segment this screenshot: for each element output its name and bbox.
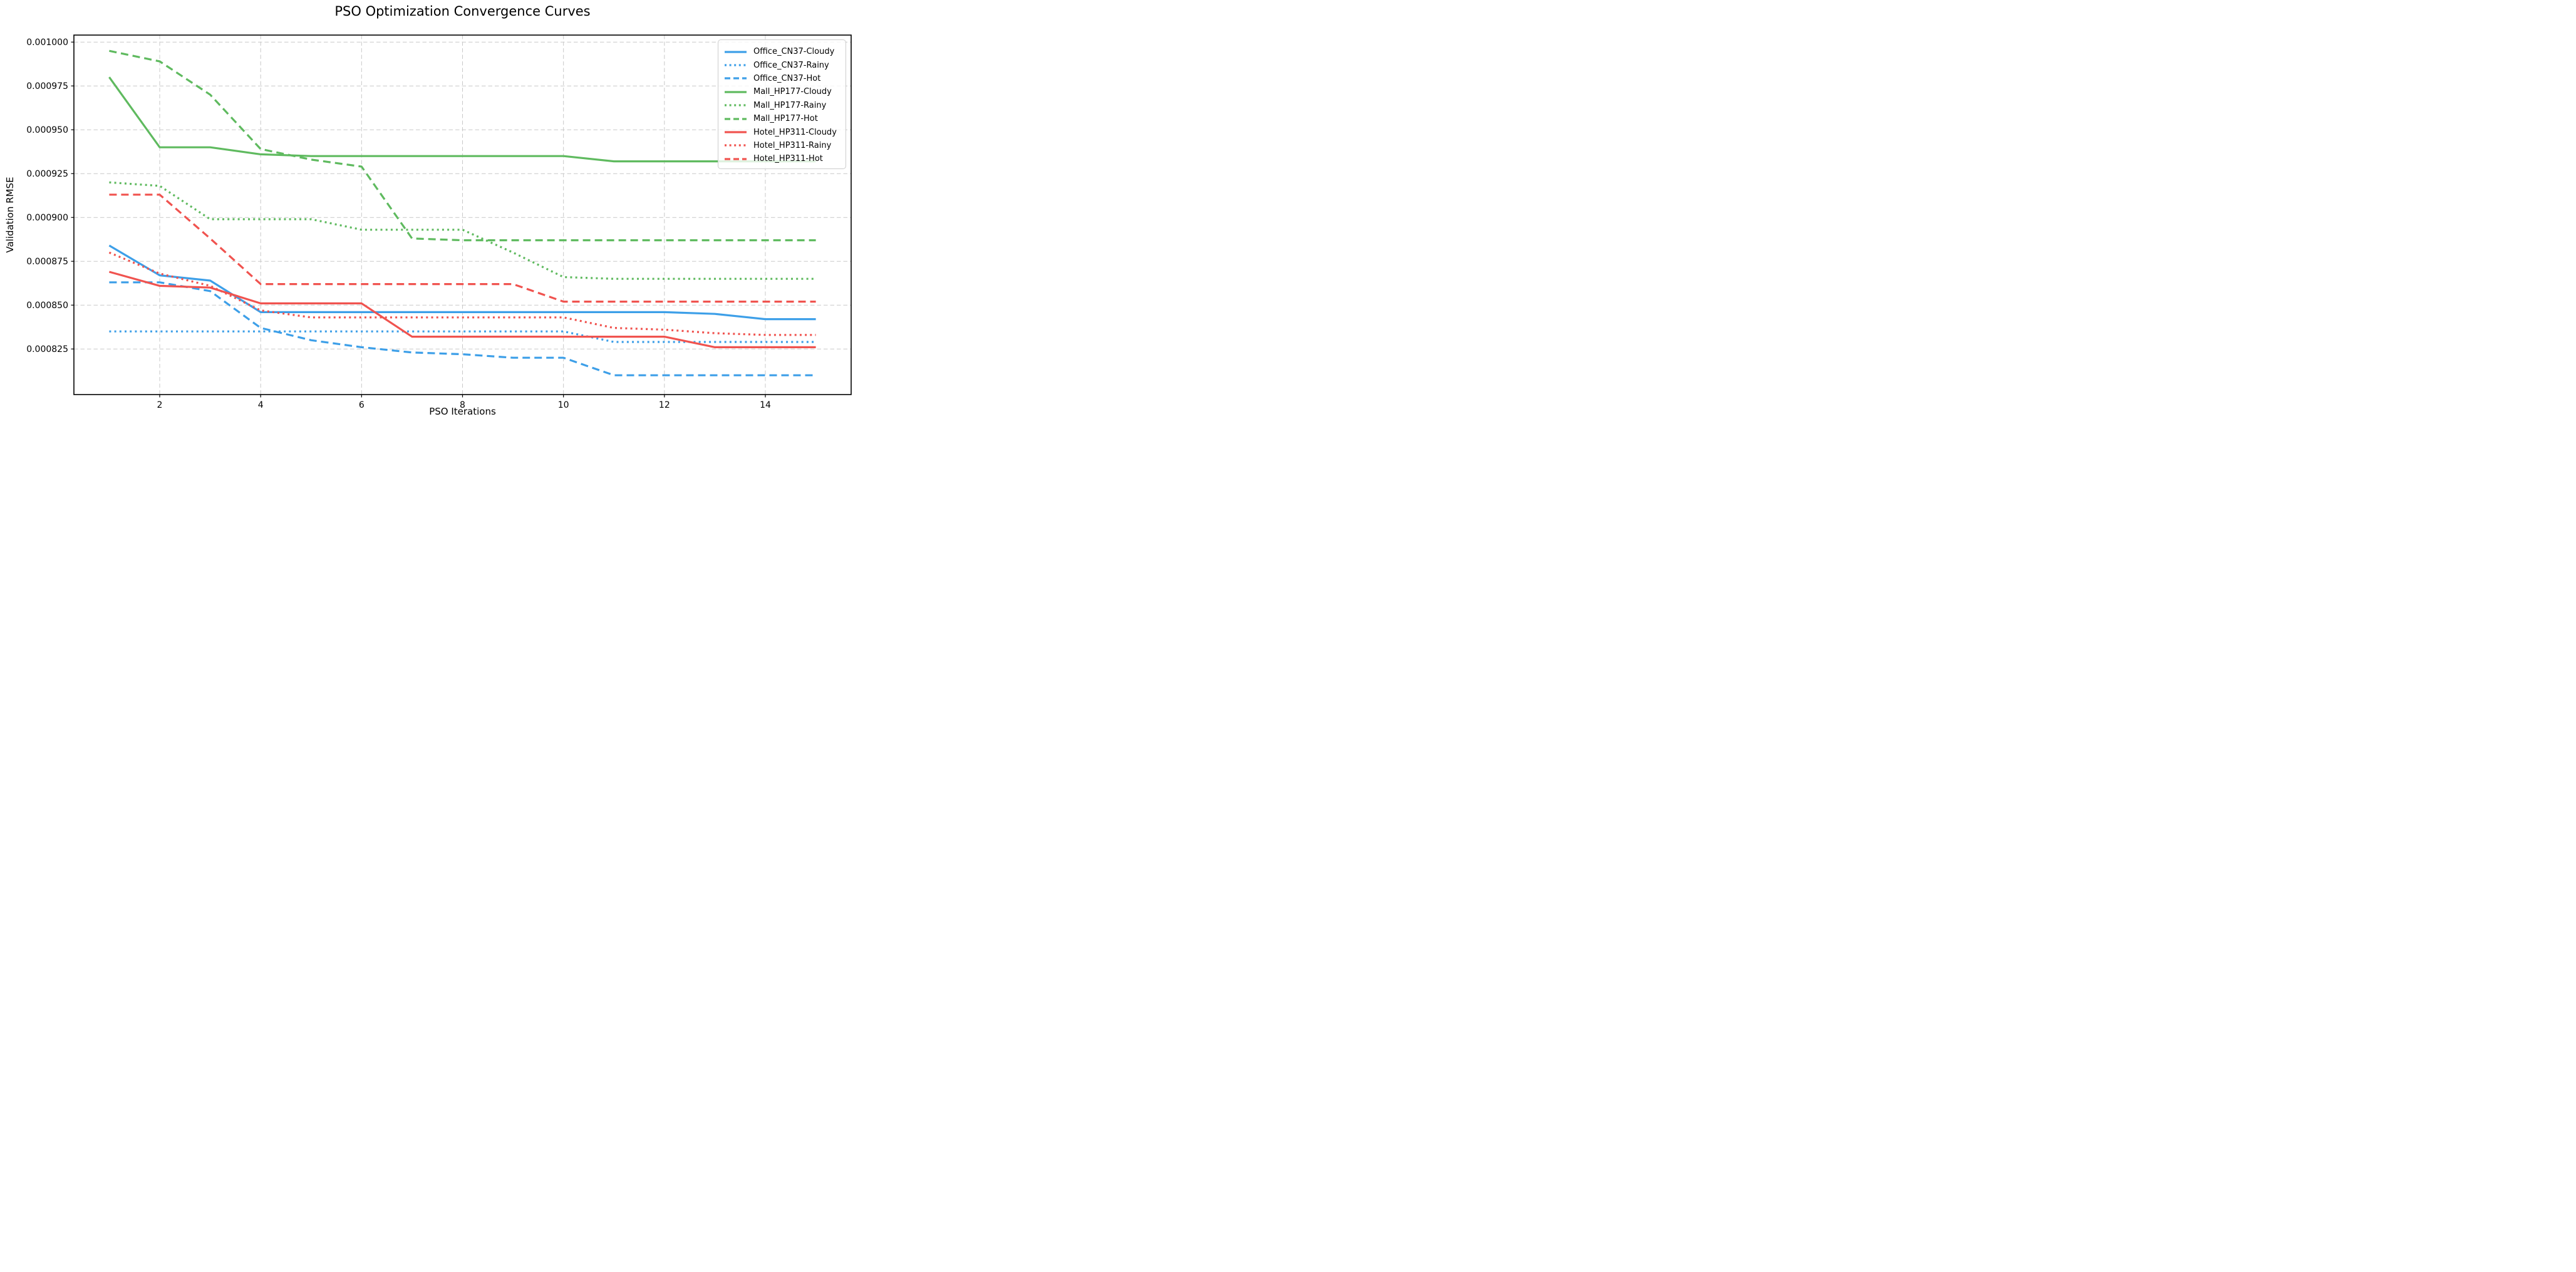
y-tick-label: 0.000900	[26, 213, 68, 223]
series-line-Office_CN37-Cloudy	[108, 244, 816, 321]
legend: Office_CN37-Cloudy Office_CN37-Rainy Offic…	[718, 39, 846, 169]
legend-item-label: Hotel_HP311-Rainy	[753, 140, 832, 150]
x-tick-label: 12	[659, 400, 670, 410]
y-tick-label: 0.000875	[26, 257, 68, 267]
plot-area: 0.001000 0.000975 0.000950 0.000925 0.000900…	[26, 34, 852, 410]
x-axis-label: PSO Iterations	[429, 406, 496, 417]
legend-item: Hotel_HP311-Rainy	[724, 139, 842, 152]
legend-item: Hotel_HP311-Cloudy	[724, 125, 842, 138]
legend-item: Office_CN37-Rainy	[724, 58, 842, 71]
legend-swatch-icon	[725, 144, 747, 147]
y-tick-label: 0.000825	[26, 344, 68, 354]
legend-item-label: Office_CN37-Hot	[753, 73, 821, 83]
chart-title: PSO Optimization Convergence Curves	[334, 4, 591, 19]
y-tick-label: 0.000850	[26, 301, 68, 311]
legend-swatch-icon	[725, 104, 747, 106]
legend-item-label: Office_CN37-Cloudy	[753, 47, 835, 57]
plot-border	[73, 34, 852, 395]
y-tick-label: 0.001000	[26, 38, 68, 48]
y-tick-label: 0.000975	[26, 81, 68, 91]
y-tick-label: 0.000950	[26, 125, 68, 135]
y-axis-label: Validation RMSE	[4, 177, 16, 253]
x-tick-label: 2	[157, 400, 163, 410]
legend-item-label: Hotel_HP311-Hot	[753, 154, 823, 164]
legend-swatch-icon	[725, 77, 747, 80]
figure: PSO Optimization Convergence Curves 0.00…	[0, 0, 859, 424]
series-line-Office_CN37-Hot	[109, 281, 816, 376]
legend-item-label: Mall_HP177-Rainy	[753, 100, 827, 110]
x-tick-label: 10	[558, 400, 569, 410]
legend-item: Office_CN37-Hot	[724, 72, 842, 85]
legend-swatch-icon	[725, 158, 747, 160]
legend-swatch-icon	[725, 131, 747, 133]
legend-item: Office_CN37-Cloudy	[724, 45, 842, 58]
legend-item-label: Mall_HP177-Cloudy	[753, 87, 832, 97]
legend-item-label: Hotel_HP311-Cloudy	[753, 127, 837, 137]
legend-swatch-icon	[725, 91, 747, 93]
y-tick-label: 0.000925	[26, 169, 68, 179]
x-tick-label: 4	[258, 400, 264, 410]
series-line-Hotel_HP311-Rainy	[108, 251, 816, 336]
x-tick-label: 8	[460, 400, 465, 410]
x-tick-label: 6	[359, 400, 365, 410]
legend-item-label: Office_CN37-Rainy	[753, 60, 829, 70]
legend-swatch-icon	[725, 118, 747, 120]
series-line-Mall_HP177-Cloudy	[108, 76, 816, 163]
legend-item-label: Mall_HP177-Hot	[753, 114, 818, 124]
legend-item: Hotel_HP311-Hot	[724, 152, 842, 165]
x-tick-label: 14	[760, 400, 771, 410]
series-line-Mall_HP177-Hot	[109, 49, 816, 242]
series-line-Hotel_HP311-Cloudy	[108, 271, 816, 349]
legend-item: Mall_HP177-Hot	[724, 112, 842, 125]
legend-item: Mall_HP177-Rainy	[724, 99, 842, 112]
series-line-Hotel_HP311-Hot	[109, 194, 816, 303]
legend-swatch-icon	[725, 64, 747, 66]
legend-item: Mall_HP177-Cloudy	[724, 85, 842, 98]
legend-swatch-icon	[725, 51, 747, 53]
